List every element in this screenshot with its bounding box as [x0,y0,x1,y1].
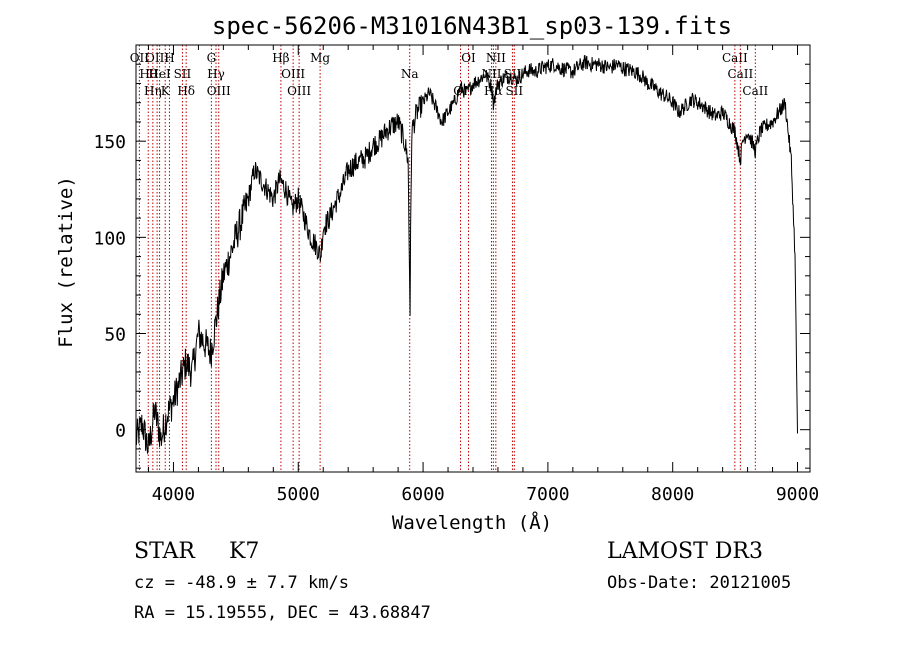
axis-ticks: 4000 5000 6000 7000 8000 9000 0 50 100 150 [93,45,819,505]
line-label: NII [481,67,501,81]
line-label: K [161,84,171,98]
chart-title: spec-56206-M31016N43B1_sp03-139.fits [212,12,732,40]
y-tick-label: 150 [93,132,126,153]
line-label: NII [486,51,506,65]
line-label: HeI [148,67,171,81]
x-tick-label: 6000 [401,484,444,505]
line-label: OIII [207,84,231,98]
survey-name: LAMOST DR3 [607,539,763,564]
velocity-readout: cz = -48.9 ± 7.7 km/s [134,573,349,593]
spectrum-series-line [135,54,798,455]
classification: STAR K7 [134,539,259,564]
line-label: OI [461,51,476,65]
line-label: OII [130,51,150,65]
coordinates: RA = 15.19555, DEC = 43.68847 [134,603,431,623]
x-axis-label: Wavelength (Å) [392,511,552,534]
line-label: Mg [310,51,330,65]
class-type: STAR [134,539,195,564]
y-tick-label: 50 [104,325,126,346]
x-tick-label: 9000 [776,484,819,505]
line-label: G [207,51,217,65]
y-axis-label: Flux (relative) [55,176,77,348]
x-tick-label: 4000 [152,484,195,505]
class-subtype: K7 [229,539,260,564]
line-label: OIII [145,51,169,65]
obs-date: Obs-Date: 20121005 [607,573,792,593]
line-label: Hγ [207,67,225,81]
x-tick-label: 5000 [277,484,320,505]
line-label: SII [174,67,192,81]
line-label: Hη [144,84,162,98]
line-label: OIII [281,67,305,81]
line-label: CaII [722,51,748,65]
line-label: Na [401,67,419,81]
line-label: H [164,51,174,65]
y-tick-label: 0 [115,421,126,442]
line-label: Hδ [177,84,195,98]
line-label: SII [505,84,523,98]
line-label: Hβ [272,51,289,65]
x-tick-label: 8000 [651,484,694,505]
y-tick-label: 100 [93,228,126,249]
emission-lines: OIIHθHηOIIIHeIKHSIIHδGHγOIIIHβOIIIOIIIMg… [130,45,768,472]
line-label: CaII [727,67,753,81]
x-tick-label: 7000 [526,484,569,505]
line-label: OIII [287,84,311,98]
spectrum-layer [135,54,798,455]
line-label: CaII [742,84,768,98]
